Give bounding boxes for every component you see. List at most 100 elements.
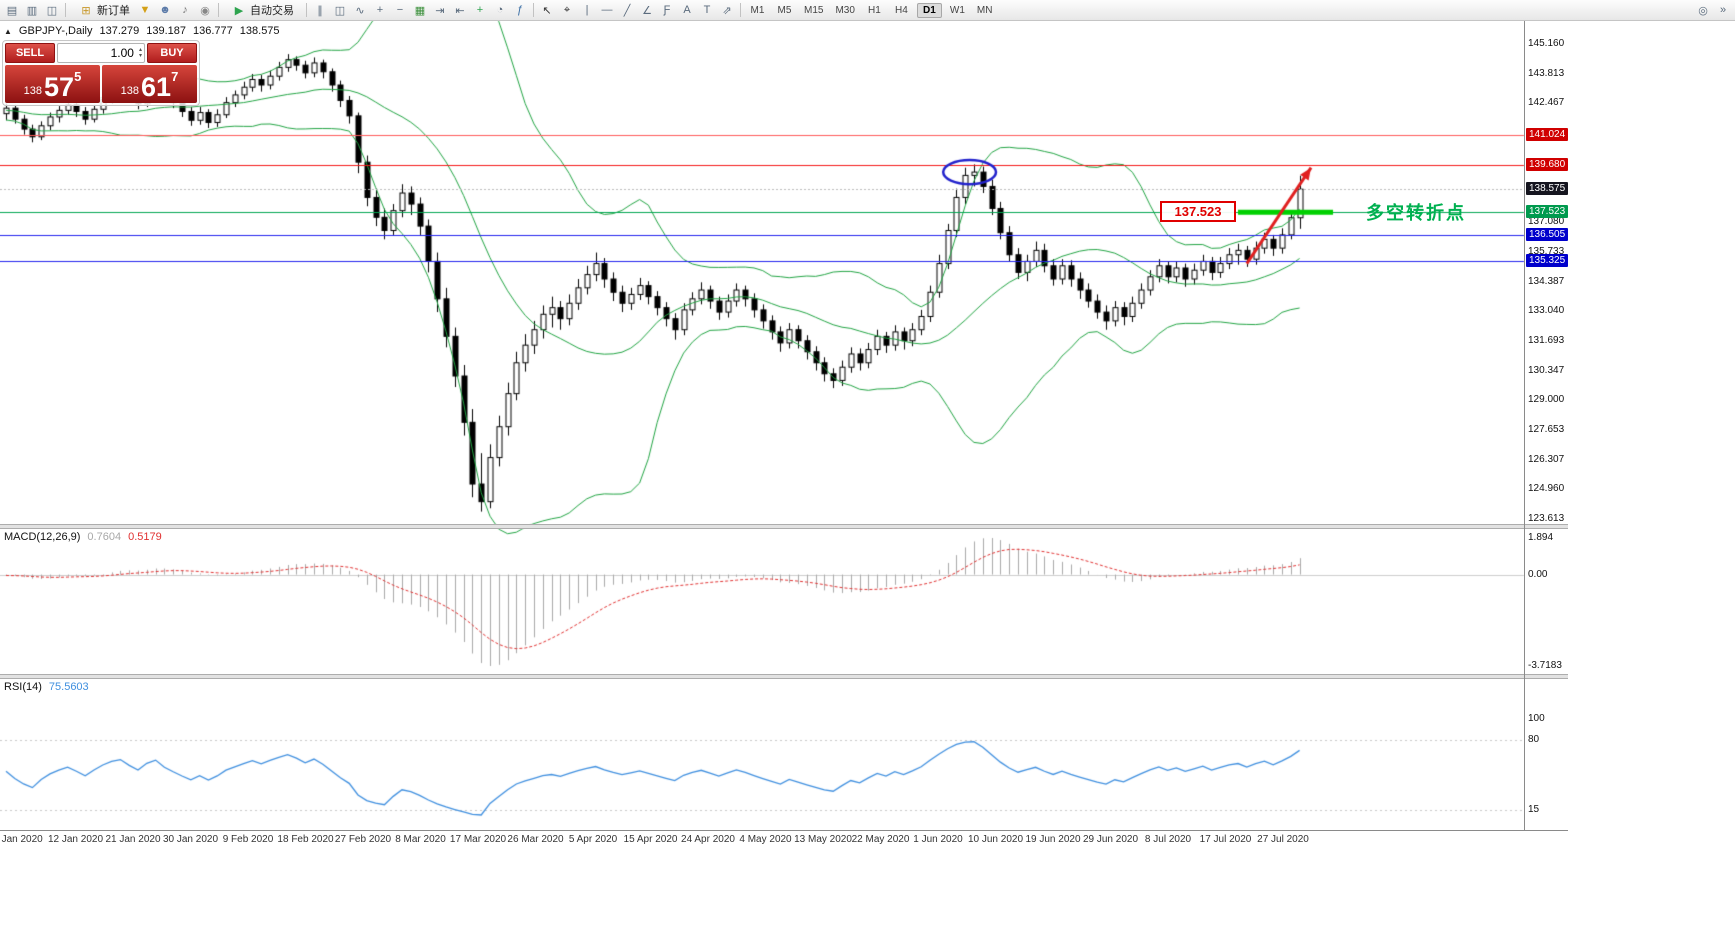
autotrade-icon: ▶ (234, 4, 244, 17)
period-icon[interactable]: ◔ (496, 4, 504, 16)
turning-point-label[interactable]: 多空转折点 (1366, 203, 1466, 223)
accounts-icon[interactable]: ☻ (159, 4, 171, 16)
price-axis-label: 145.160 (1528, 38, 1565, 49)
autotrade-button[interactable]: ▶ 自动交易 (224, 0, 301, 20)
market-watch-icon[interactable]: ◫ (46, 4, 58, 17)
more-icon[interactable]: » (1719, 4, 1727, 16)
sell-price-display[interactable]: 138 57 5 (5, 65, 100, 103)
candlestick-chart-icon[interactable]: ◫ (334, 4, 346, 17)
sell-price-big: 57 (44, 72, 75, 102)
new-chart-icon[interactable]: ▤ (6, 4, 18, 17)
auto-scroll-icon[interactable]: ⇥ (435, 4, 445, 17)
timeframe-h4-button[interactable]: H4 (895, 4, 908, 16)
date-axis-label: 10 Jun 2020 (967, 834, 1024, 845)
buy-button[interactable]: BUY (147, 43, 197, 63)
zoom-in-icon[interactable]: + (376, 4, 384, 16)
file-toolbar-group: ▤ ▥ ◫ (4, 2, 60, 18)
price-axis-label: 137.080 (1528, 216, 1565, 228)
date-axis-label: 26 Mar 2020 (507, 834, 564, 845)
text-label-icon[interactable]: T (703, 4, 711, 16)
macd-axis-label: -3.7183 (1528, 660, 1562, 671)
rsi-axis-label: 100 (1528, 713, 1545, 724)
search-icon[interactable]: ◎ (1698, 4, 1708, 17)
date-axis-label: 22 May 2020 (851, 834, 910, 845)
fibonacci-icon[interactable]: Ƒ (663, 4, 671, 16)
rsi-axis-label: 15 (1528, 803, 1540, 815)
chart-close-value: 138.575 (239, 25, 280, 37)
timeframe-d1-button[interactable]: D1 (916, 2, 942, 18)
sell-price-prefix: 138 (23, 85, 43, 97)
chart-shift-icon[interactable]: ⇤ (455, 4, 465, 17)
toolbar-separator (533, 3, 534, 17)
new-order-icon: ⊞ (81, 4, 91, 17)
bar-chart-icon[interactable]: ∥ (317, 4, 323, 17)
indicators-icon[interactable]: ƒ (516, 4, 524, 16)
chart-ohlc-header: ▲ GBPJPY-,Daily 137.279 139.187 136.777 … (4, 25, 280, 37)
timeframe-m5-button[interactable]: M5 (777, 4, 792, 16)
buy-price-display[interactable]: 138 61 7 (102, 65, 197, 103)
trendline-icon[interactable]: ╱ (623, 4, 631, 17)
profiles-icon[interactable]: ▥ (26, 4, 38, 17)
date-axis-label: 19 Jun 2020 (1025, 834, 1081, 845)
alerts-icon[interactable]: ♪ (182, 4, 188, 16)
timeframe-m1-button[interactable]: M1 (750, 4, 765, 16)
date-axis-label: 21 Jan 2020 (105, 834, 161, 845)
filter-icon[interactable]: ▼ (139, 4, 151, 16)
timeframe-mn-button[interactable]: MN (976, 4, 993, 16)
rsi-indicator-header: RSI(14) 75.5603 (4, 681, 89, 693)
macd-label: MACD(12,26,9) (4, 531, 81, 543)
new-order-button[interactable]: ⊞ 新订单 (71, 0, 137, 20)
sell-button[interactable]: SELL (5, 43, 55, 63)
timeframe-toolbar-group: M1 M5 M15 M30 H1 H4 D1 W1 MN (746, 2, 996, 18)
new-object-icon[interactable]: + (476, 4, 484, 16)
timeframe-w1-button[interactable]: W1 (949, 4, 965, 16)
text-icon[interactable]: A (683, 4, 691, 16)
price-axis-label: 135.733 (1528, 245, 1565, 257)
date-axis-label: 27 Jul 2020 (1257, 834, 1309, 845)
date-axis-label: 12 Jan 2020 (47, 834, 104, 845)
date-axis-label: 30 Jan 2020 (162, 834, 219, 845)
tile-windows-icon[interactable]: ▦ (414, 4, 426, 17)
community-icon[interactable]: ◉ (200, 4, 210, 17)
pane-divider[interactable] (0, 524, 1568, 529)
price-callout-label[interactable]: 137.523 (1160, 201, 1236, 222)
equidistant-channel-icon[interactable]: ∠ (642, 4, 652, 17)
price-axis-label: 133.040 (1528, 305, 1565, 317)
arrows-icon[interactable]: ⇗ (722, 4, 732, 17)
chart-high-value: 139.187 (146, 25, 187, 37)
crosshair-icon[interactable]: ⌖ (563, 3, 571, 16)
timeframe-m30-button[interactable]: M30 (835, 4, 855, 16)
chart-low-value: 136.777 (193, 25, 233, 37)
date-axis-label: 5 Apr 2020 (568, 834, 618, 845)
timeframe-m15-button[interactable]: M15 (804, 4, 824, 16)
horizontal-line-icon[interactable]: — (601, 4, 613, 16)
volume-spinner[interactable]: ▴ ▾ (138, 47, 142, 59)
zoom-out-icon[interactable]: − (396, 4, 404, 16)
vertical-line-icon[interactable]: | (585, 4, 589, 16)
price-line-badge: 137.523 (1526, 205, 1569, 219)
price-axis-label: 129.000 (1528, 394, 1565, 406)
volume-value[interactable]: 1.00 (110, 46, 134, 60)
price-line-badge: 136.505 (1526, 227, 1569, 241)
date-axis-label: 27 Feb 2020 (334, 834, 392, 845)
macd-main-value: 0.7604 (87, 531, 122, 543)
price-axis-label: 123.613 (1528, 513, 1565, 525)
price-line-badge: 138.575 (1526, 182, 1569, 196)
line-chart-icon[interactable]: ∿ (355, 4, 365, 17)
oneclick-collapse-icon[interactable]: ▲ (4, 26, 12, 36)
price-axis-border (1524, 21, 1525, 831)
rsi-axis-label: 80 (1528, 734, 1540, 746)
date-axis-label: 2 Jan 2020 (0, 834, 43, 845)
price-line-badge: 139.680 (1526, 157, 1569, 171)
macd-signal-value: 0.5179 (128, 531, 162, 543)
cursor-icon[interactable]: ↖ (542, 4, 552, 17)
date-axis-label: 18 Feb 2020 (277, 834, 334, 845)
pane-divider[interactable] (0, 674, 1568, 679)
volume-field[interactable]: 1.00 ▴ ▾ (57, 43, 145, 63)
timeframe-h1-button[interactable]: H1 (868, 4, 881, 16)
date-axis-label: 8 Mar 2020 (395, 834, 446, 845)
right-toolbar-group: ◎» (1695, 2, 1731, 18)
price-axis-label: 143.813 (1528, 67, 1565, 79)
